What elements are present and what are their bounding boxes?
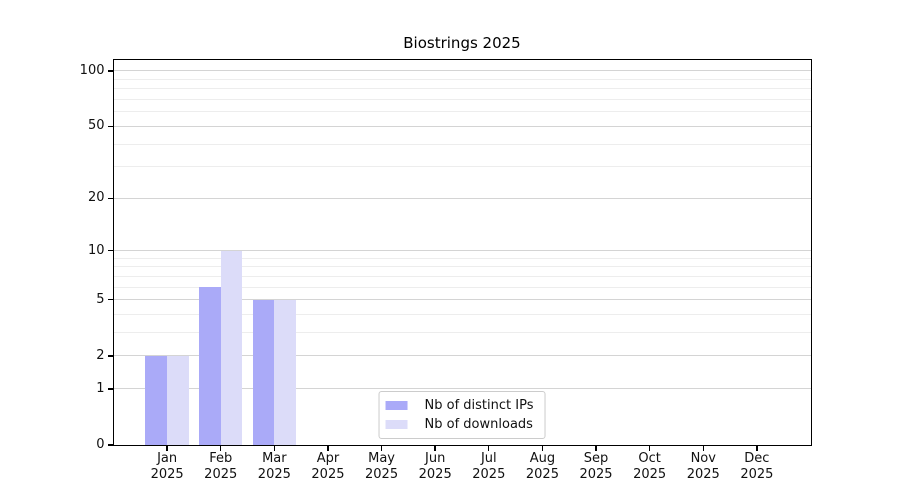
y-axis-tick [107,355,113,357]
x-tick-label-line: 2025 [204,466,238,482]
x-tick-label-line: Aug [529,451,556,466]
y-axis-tick [107,444,113,446]
minor-gridline [113,78,811,80]
minor-gridline [113,332,811,334]
x-tick-label-line: 2025 [365,466,399,482]
x-axis-tick [434,446,436,451]
x-tick-label-line: 2025 [418,466,452,482]
x-tick-label-line: 2025 [633,466,667,482]
minor-gridline [113,286,811,288]
x-axis-tick [702,446,704,451]
x-tick-label: May 2025 [350,451,414,482]
x-tick-label: Jun 2025 [403,451,467,482]
x-axis-tick [595,446,597,451]
x-tick-label: Oct 2025 [618,451,682,482]
x-tick-label: Feb 2025 [189,451,253,482]
legend-swatch-downloads-icon [385,420,408,429]
x-tick-label: Mar 2025 [242,451,306,482]
x-tick-label-line: 2025 [525,466,559,482]
x-tick-label-line: 2025 [150,466,184,482]
y-axis-tick [107,249,113,252]
x-axis-tick [541,446,544,451]
minor-gridline [113,275,811,277]
legend-swatch-distinct-ips-icon [385,401,408,410]
x-tick-label: Jan 2025 [135,451,199,482]
bar-mar-2025-distinct-ips [252,299,275,445]
legend-item-downloads: Nb of downloads [385,416,534,433]
minor-gridline [113,143,811,145]
major-gridline [113,355,811,357]
y-axis-tick [107,70,113,72]
major-gridline [113,388,811,390]
minor-gridline [113,257,811,259]
major-gridline [113,197,811,199]
bar-feb-2025-downloads [220,250,243,445]
x-tick-label: Apr 2025 [296,451,360,482]
legend-label-distinct-ips: Nb of distinct IPs [424,398,534,413]
x-axis-tick [220,446,222,451]
x-axis-tick [648,446,651,451]
x-tick-label-line: Sep [583,451,609,466]
minor-gridline [113,111,811,113]
x-tick-label-line: Dec [744,451,770,466]
major-gridline [113,70,811,72]
x-tick-label-line: 2025 [257,466,291,482]
x-tick-label: Dec 2025 [725,451,789,482]
x-tick-label: Jul 2025 [457,451,521,482]
major-gridline [113,250,811,252]
y-tick-label: 10 [87,242,105,258]
y-tick-label: 5 [96,291,105,307]
y-tick-label: 50 [87,118,105,134]
x-axis-tick [166,446,168,451]
legend-label-downloads: Nb of downloads [424,417,533,432]
y-tick-label: 20 [87,190,105,206]
minor-gridline [113,166,811,168]
bar-jan-2025-downloads [167,355,189,445]
x-tick-label-line: Jun [425,451,446,466]
x-tick-label: Aug 2025 [510,451,574,482]
x-tick-label-line: 2025 [686,466,720,482]
y-axis-tick [107,125,113,127]
x-axis-tick [327,446,329,451]
x-axis-tick [380,446,383,451]
x-tick-label-line: 2025 [472,466,506,482]
x-tick-label-line: 2025 [579,466,613,482]
y-tick-label: 1 [96,380,105,396]
y-axis-tick [107,388,113,390]
x-axis-tick [488,446,490,451]
minor-gridline [113,88,811,90]
x-tick-label-line: Nov [690,451,716,466]
x-tick-label-line: May [368,451,395,466]
y-axis-tick [107,299,113,301]
x-tick-label-line: 2025 [311,466,345,482]
minor-gridline [113,99,811,100]
x-axis-tick [273,446,276,451]
bar-feb-2025-distinct-ips [199,287,221,445]
x-tick-label-line: Mar [262,451,287,466]
x-tick-label: Sep 2025 [564,451,628,482]
major-gridline [113,125,811,127]
y-tick-label: 0 [96,437,105,452]
chart-title: Biostrings 2025 [403,34,521,52]
y-axis-tick [107,197,113,199]
minor-gridline [113,314,811,316]
x-tick-label-line: Oct [638,451,661,466]
x-tick-label-line: Apr [316,451,340,466]
bar-jan-2025-distinct-ips [145,355,168,445]
y-tick-label: 2 [96,347,105,363]
x-tick-label-line: 2025 [740,466,774,482]
major-gridline [113,299,811,301]
x-tick-label: Nov 2025 [671,451,735,482]
x-tick-label-line: Jan [157,451,178,466]
minor-gridline [113,266,811,268]
y-tick-label: 100 [79,62,105,78]
x-tick-label-line: Feb [209,451,233,466]
legend: Nb of distinct IPs Nb of downloads [378,391,546,439]
legend-item-distinct-ips: Nb of distinct IPs [385,397,534,414]
bar-mar-2025-downloads [274,299,297,445]
x-axis-tick [756,446,758,451]
x-tick-label-line: Jul [480,451,497,466]
